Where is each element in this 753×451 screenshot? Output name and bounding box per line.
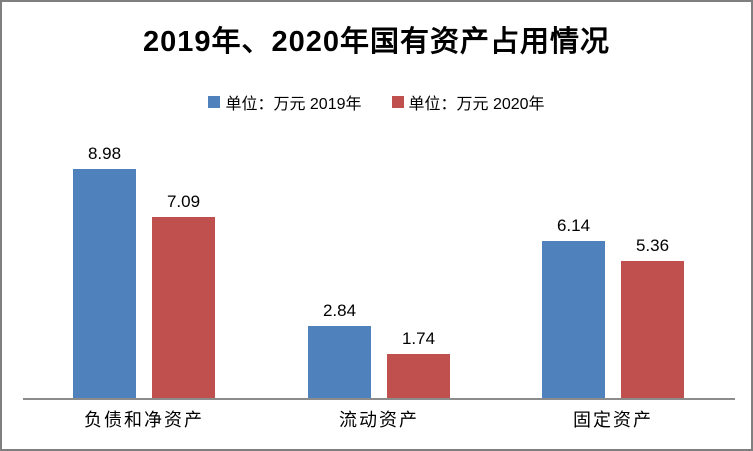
bar-2020 [387, 354, 450, 398]
category-label: 固定资产 [573, 410, 653, 430]
bar-value-label: 8.98 [87, 144, 122, 163]
bar-2020 [621, 261, 684, 398]
legend-swatch-2019-icon [208, 96, 221, 108]
legend-label-2019: 单位：万元 2019年 [225, 96, 362, 113]
bar-2019 [308, 326, 371, 398]
legend-item-2019: 单位：万元 2019年 [208, 90, 362, 114]
x-axis-line [23, 398, 735, 400]
category-label: 流动资产 [339, 410, 419, 430]
bar-2020 [152, 217, 215, 398]
bar-value-label: 1.74 [401, 329, 436, 348]
bar-value-label: 7.09 [166, 192, 201, 211]
category-label: 负债和净资产 [84, 410, 204, 430]
legend-label-2020: 单位：万元 2020年 [408, 96, 545, 113]
bar-2019 [542, 241, 605, 398]
bar-value-label: 5.36 [635, 236, 670, 255]
bar-value-label: 6.14 [556, 216, 591, 235]
bar-value-label: 2.84 [322, 301, 357, 320]
bar-2019 [73, 169, 136, 398]
legend: 单位：万元 2019年 单位：万元 2020年 [2, 90, 751, 114]
legend-swatch-2020-icon [391, 96, 404, 108]
legend-item-2020: 单位：万元 2020年 [391, 90, 545, 114]
chart-title: 2019年、2020年国有资产占用情况 [142, 26, 611, 58]
